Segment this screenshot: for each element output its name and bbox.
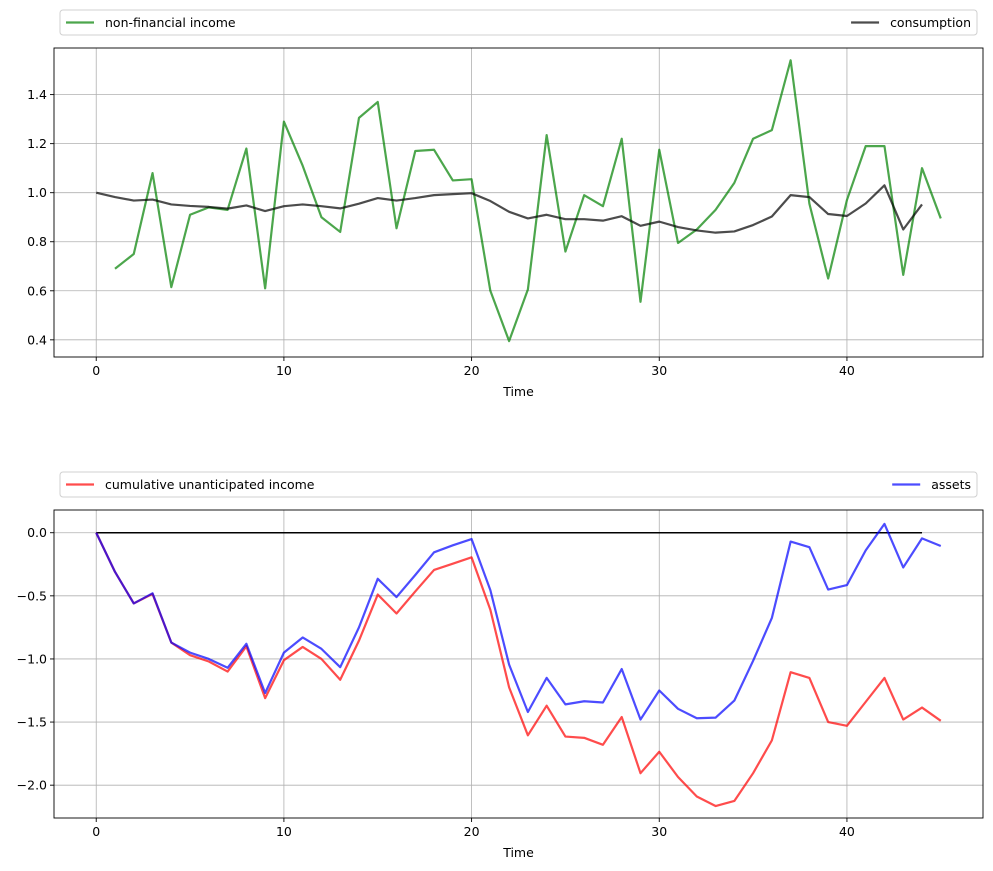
x-axis-label: Time <box>502 384 534 399</box>
y-tick-label: 0.4 <box>27 332 47 347</box>
x-tick-label: 30 <box>651 824 667 839</box>
y-tick-label: −2.0 <box>17 778 47 793</box>
x-tick-label: 10 <box>276 824 292 839</box>
plot-frame <box>53 47 984 358</box>
x-tick-label: 20 <box>464 363 480 378</box>
y-tick-label: 0.8 <box>27 234 47 249</box>
y-tick-label: −0.5 <box>17 588 47 603</box>
legend-label: consumption <box>890 15 971 30</box>
assets-panel: 0 10 20 30 40 0.0 −0.5 −1.0 −1.5 −2.0 Time cumulati… <box>17 471 984 860</box>
series-line-0 <box>95 532 942 808</box>
plot-frame <box>53 509 984 819</box>
legend-box <box>59 9 978 36</box>
x-tick-label: 30 <box>651 363 667 378</box>
y-tick-label: 1.0 <box>27 185 47 200</box>
x-tick-label: 0 <box>92 824 100 839</box>
x-axis-label: Time <box>502 845 534 860</box>
income-consumption-panel: 0 10 20 30 40 0.4 0.6 0.8 1.0 1.2 1.4 Time non-finan… <box>27 9 984 399</box>
y-tick-label: 1.4 <box>27 87 47 102</box>
x-tick-label: 10 <box>276 363 292 378</box>
series-line-1 <box>95 522 942 721</box>
series-line-1 <box>95 184 923 234</box>
series-line-0 <box>114 59 942 343</box>
y-tick-label: 1.2 <box>27 136 47 151</box>
legend-box <box>59 471 978 498</box>
y-tick-label: 0.6 <box>27 283 47 298</box>
legend-label: cumulative unanticipated income <box>105 477 315 492</box>
y-tick-label: 0.0 <box>27 525 47 540</box>
x-tick-label: 20 <box>464 824 480 839</box>
x-tick-label: 40 <box>839 824 855 839</box>
y-tick-label: −1.5 <box>17 715 47 730</box>
legend-label: assets <box>931 477 971 492</box>
x-tick-label: 0 <box>92 363 100 378</box>
x-tick-label: 40 <box>839 363 855 378</box>
legend-label: non-financial income <box>105 15 236 30</box>
y-tick-label: −1.0 <box>17 651 47 666</box>
